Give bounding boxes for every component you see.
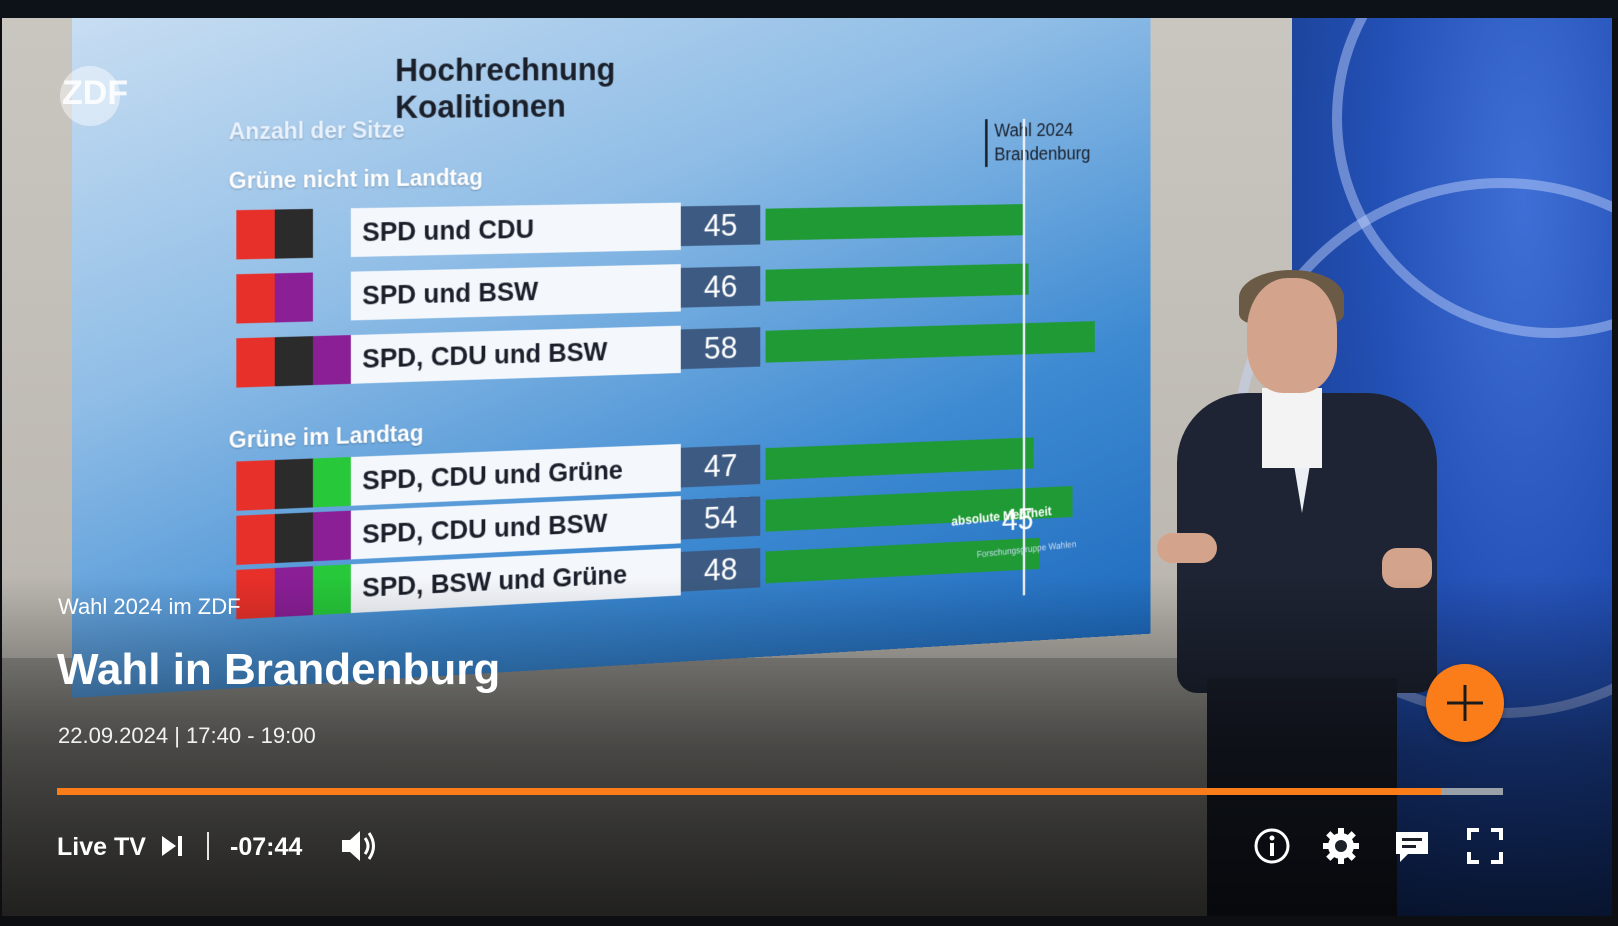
- coalition-row: SPD, CDU und BSW 58: [236, 316, 1025, 388]
- window-top-bar: [0, 0, 1618, 18]
- majority-value: 45: [1002, 503, 1034, 536]
- seat-bar: [766, 204, 1023, 241]
- party-swatch: [275, 209, 313, 259]
- party-swatch: [313, 511, 351, 562]
- graphic-title-line1: Hochrechnung: [395, 51, 669, 89]
- party-swatch: [313, 457, 351, 507]
- election-badge: Wahl 2024 Brandenburg: [985, 118, 1090, 167]
- party-swatch: [236, 273, 274, 323]
- party-swatch: [313, 335, 351, 385]
- party-swatch: [275, 336, 313, 386]
- progress-fill: [57, 788, 1441, 795]
- skip-to-live-icon[interactable]: [160, 833, 184, 859]
- time-remaining: -07:44: [230, 832, 302, 862]
- show-subtitle: Wahl 2024 im ZDF: [58, 594, 241, 620]
- seats-label: Anzahl der Sitze: [229, 117, 405, 146]
- coalition-row: SPD und BSW 46: [236, 256, 1025, 323]
- coalition-row: SPD und CDU 45: [236, 197, 1025, 260]
- party-swatch: [236, 337, 274, 387]
- coalition-label: SPD und CDU: [351, 203, 681, 257]
- seat-value: 46: [681, 266, 760, 308]
- seat-bar: [766, 321, 1095, 363]
- controls-divider: [207, 832, 209, 860]
- settings-icon[interactable]: [1321, 826, 1361, 866]
- seat-value: 47: [681, 445, 760, 488]
- seat-value: 58: [681, 327, 760, 369]
- party-swatch: [236, 514, 274, 565]
- party-swatch: [236, 460, 274, 511]
- election-badge-line2: Brandenburg: [994, 142, 1090, 167]
- video-frame[interactable]: Hochrechnung Koalitionen Anzahl der Sitz…: [2, 18, 1612, 916]
- player-controls: Live TV -07:44: [0, 820, 1618, 880]
- fullscreen-icon[interactable]: [1465, 826, 1505, 866]
- seat-bar: [766, 437, 1034, 480]
- graphic-title: Hochrechnung Koalitionen: [395, 51, 669, 126]
- graphic-title-line2: Koalitionen: [395, 87, 669, 126]
- coalition-label: SPD, CDU und Grüne: [351, 444, 681, 506]
- coalition-label: SPD und BSW: [351, 264, 681, 320]
- seat-bar: [766, 264, 1029, 302]
- info-icon[interactable]: [1252, 826, 1292, 866]
- party-swatch: [275, 458, 313, 509]
- plus-icon: [1443, 681, 1487, 725]
- party-swatch: [236, 210, 274, 260]
- election-badge-line1: Wahl 2024: [994, 118, 1090, 143]
- volume-icon[interactable]: [340, 828, 380, 864]
- seat-value: 45: [681, 205, 760, 246]
- progress-bar[interactable]: [57, 788, 1503, 795]
- show-datetime: 22.09.2024 | 17:40 - 19:00: [58, 723, 316, 749]
- party-swatch: [275, 512, 313, 563]
- zdf-logo: ZDF: [62, 76, 128, 110]
- seat-bar: [766, 538, 1040, 584]
- group-label-greens: Grüne im Landtag: [229, 420, 424, 455]
- coalition-label: SPD, CDU und BSW: [351, 326, 681, 384]
- group-label-no-greens: Grüne nicht im Landtag: [229, 165, 483, 196]
- seat-value: 54: [681, 496, 760, 539]
- zdf-logo-text: ZDF: [62, 74, 128, 112]
- party-swatch: [275, 273, 313, 323]
- subtitles-icon[interactable]: [1392, 826, 1432, 866]
- live-tv-label[interactable]: Live TV: [57, 832, 146, 862]
- show-title: Wahl in Brandenburg: [57, 645, 500, 695]
- add-button[interactable]: [1426, 664, 1504, 742]
